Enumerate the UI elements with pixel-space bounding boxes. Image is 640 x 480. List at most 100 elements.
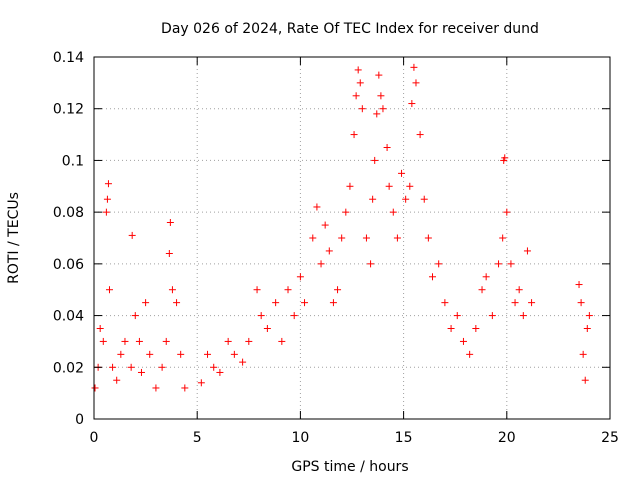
data-point [367,260,375,268]
data-point [383,144,391,151]
data-point [358,105,366,113]
data-point [428,273,436,281]
data-point [131,312,139,320]
data-point [166,218,174,226]
x-tick-label: 5 [193,430,202,446]
data-point [197,379,205,387]
data-point [389,208,397,216]
data-point [239,358,247,366]
data-point [137,368,145,376]
data-point [135,337,143,345]
data-point [412,79,420,87]
data-point [379,105,387,113]
data-point [523,247,531,255]
x-axis-label: GPS time / hours [291,459,408,475]
data-point [181,384,189,392]
data-point [577,299,585,307]
data-point [369,195,377,203]
data-point [528,299,536,307]
data-point [424,234,432,242]
data-point [245,337,253,345]
data-point [321,221,329,229]
grid-lines [94,57,610,419]
data-point [420,195,428,203]
data-point [575,281,583,289]
y-tick-label: 0.08 [53,205,84,221]
data-point [482,273,490,281]
data-point [99,337,107,345]
data-point [109,363,117,371]
data-point [91,384,99,392]
data-point [583,325,591,332]
y-axis-label: ROTI / TECUs [6,192,22,284]
data-point [393,234,401,242]
data-point [334,286,342,294]
chart-title: Day 026 of 2024, Rate Of TEC Index for r… [161,21,539,37]
data-point [284,286,292,294]
data-point [416,131,424,139]
data-point [435,260,443,268]
data-point [103,195,111,203]
x-tick-label: 20 [498,430,516,446]
data-point [385,182,393,190]
data-point [173,299,181,307]
data-point [121,337,129,345]
x-tick-label: 25 [601,430,619,446]
data-point [128,231,136,239]
data-point [459,337,467,345]
y-tick-label: 0.04 [53,309,84,325]
data-point [177,350,185,358]
data-point [210,363,218,371]
x-tick-label: 10 [291,430,309,446]
data-point [296,273,304,281]
data-point [263,325,271,332]
data-point [257,312,265,320]
data-point [362,234,370,242]
data-point [165,250,173,258]
data-point [104,180,112,188]
data-point [511,299,519,307]
data-point [515,286,523,294]
data-point [102,208,110,216]
y-tick-label: 0.12 [53,102,84,118]
data-point [507,260,515,268]
data-point [373,110,381,118]
y-tick-label: 0.02 [53,360,84,376]
data-point [350,131,358,139]
data-point [301,299,309,307]
data-point [453,312,461,320]
data-point [317,260,325,268]
data-point [152,384,160,392]
data-point [329,299,337,307]
x-axis-ticks: 0 5 10 15 20 25 [90,57,619,446]
data-point [447,325,455,332]
plot-frame [93,56,611,420]
data-point [105,286,113,294]
data-point [216,368,224,376]
y-tick-label: 0.06 [53,257,84,273]
data-points [91,63,593,392]
data-point [352,92,360,100]
data-point [579,350,587,358]
data-point [342,208,350,216]
data-point [117,350,125,358]
data-point [472,325,480,332]
y-axis-ticks: 0 0.02 0.04 0.06 0.08 0.1 0.12 0.14 [53,50,610,428]
data-point [272,299,280,307]
data-point [309,234,317,242]
data-point [253,286,261,294]
x-tick-label: 0 [90,430,99,446]
data-point [146,350,154,358]
data-point [499,234,507,242]
data-point [346,182,354,190]
data-point [488,312,496,320]
y-tick-label: 0.1 [62,153,84,169]
data-point [113,376,121,384]
data-point [402,195,410,203]
data-point [519,312,527,320]
data-point [408,100,416,108]
data-point [338,234,346,242]
data-point [503,208,511,216]
data-point [168,286,176,294]
